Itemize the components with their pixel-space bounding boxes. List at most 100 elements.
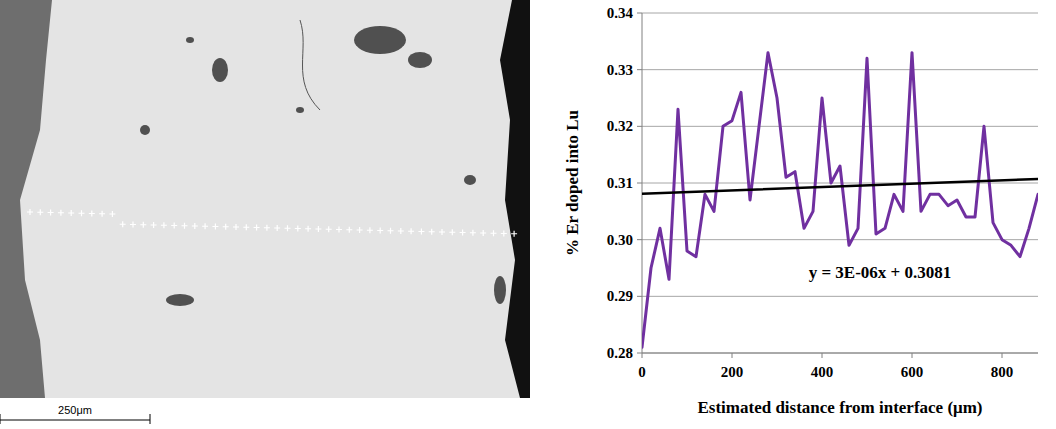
spectrum-point <box>480 230 486 236</box>
spectrum-point <box>120 221 126 227</box>
spectrum-point <box>140 222 146 228</box>
spectrum-point <box>109 211 115 217</box>
spectrum-point <box>501 231 507 237</box>
spectrum-point <box>58 210 64 216</box>
spectrum-point <box>429 229 435 235</box>
spectrum-point <box>223 224 229 230</box>
spectrum-point <box>79 210 85 216</box>
grid <box>637 13 1038 353</box>
spectrum-point <box>346 227 352 233</box>
y-tick <box>637 239 642 240</box>
spectrum-point <box>254 225 260 231</box>
grid-line <box>642 13 1038 14</box>
spectrum-point <box>388 228 394 234</box>
grid-line <box>642 353 1038 354</box>
micrograph-spot <box>212 58 228 82</box>
grid-line <box>642 126 1038 127</box>
trend-line <box>642 179 1038 194</box>
y-tick-label: 0.30 <box>607 232 633 248</box>
micrograph-edge-left <box>0 0 52 398</box>
data-line <box>642 53 1038 348</box>
spectrum-point <box>491 230 497 236</box>
spectrum-point <box>182 223 188 229</box>
y-tick-label: 0.28 <box>607 345 633 361</box>
spectrum-point <box>315 226 321 232</box>
spectrum-point <box>161 222 167 228</box>
spectrum-point <box>212 224 218 230</box>
x-tick <box>732 353 733 358</box>
equation-annotation: y = 3E-06x + 0.3081 <box>809 263 952 282</box>
micrograph-spot <box>494 276 506 304</box>
x-tick-label: 400 <box>811 364 834 380</box>
spectrum-point <box>377 228 383 234</box>
micrograph-spot <box>296 107 304 113</box>
y-tick-label: 0.29 <box>607 288 633 304</box>
spectrum-point <box>27 209 33 215</box>
y-tick <box>637 353 642 354</box>
spectrum-point <box>99 211 105 217</box>
spectrum-point <box>470 230 476 236</box>
spectrum-point <box>326 226 332 232</box>
x-tick-label: 600 <box>901 364 924 380</box>
spectrum-point <box>367 227 373 233</box>
y-tick <box>637 296 642 297</box>
spectrum-point <box>243 224 249 230</box>
spectrum-point <box>418 229 424 235</box>
micrograph-crack <box>300 20 320 110</box>
y-tick-label: 0.32 <box>607 118 633 134</box>
spectrum-point <box>89 211 95 217</box>
spectrum-point <box>408 228 414 234</box>
spectrum-point <box>336 227 342 233</box>
scale-bar-label: 250μm <box>58 404 92 416</box>
micrograph-spot <box>140 125 150 135</box>
y-tick <box>637 183 642 184</box>
spectrum-point <box>37 209 43 215</box>
plot-data <box>642 53 1038 348</box>
annotation-patch <box>806 262 955 283</box>
spectrum-point <box>130 222 136 228</box>
y-tick-label: 0.33 <box>607 62 633 78</box>
y-axis-title: % Er doped into Lu <box>563 110 582 256</box>
x-tick-label: 200 <box>721 364 744 380</box>
spectrum-point <box>460 230 466 236</box>
x-tick <box>822 353 823 358</box>
spectrum-point <box>264 225 270 231</box>
micrograph-spot <box>408 52 432 68</box>
micrograph-spot <box>186 37 194 43</box>
micrograph-ground <box>0 0 530 398</box>
spectrum-point <box>68 210 74 216</box>
grid-line <box>642 239 1038 240</box>
spectrum-point <box>511 231 517 237</box>
micrograph-edge-right <box>500 0 530 398</box>
x-axis-title: Estimated distance from interface (μm) <box>697 398 982 417</box>
grid-line <box>642 69 1038 70</box>
spectrum-point <box>48 210 54 216</box>
x-tick <box>1002 353 1003 358</box>
y-tick <box>637 69 642 70</box>
y-tick <box>637 126 642 127</box>
x-tick <box>642 353 643 358</box>
spectrum-point <box>449 229 455 235</box>
x-tick-label: 800 <box>991 364 1014 380</box>
spectrum-point <box>171 223 177 229</box>
micrograph-spot <box>166 294 194 306</box>
spectrum-point <box>192 223 198 229</box>
x-axis <box>642 353 1038 354</box>
y-tick <box>637 13 642 14</box>
y-tick-label: 0.31 <box>607 175 633 191</box>
micrograph-spot <box>464 175 476 185</box>
x-tick-label: 0 <box>638 364 646 380</box>
spectrum-point <box>398 228 404 234</box>
spectrum-point <box>439 229 445 235</box>
grid-line <box>642 296 1038 297</box>
micrograph-spot <box>354 26 406 54</box>
y-axis <box>642 13 643 353</box>
spectrum-point <box>202 223 208 229</box>
y-tick-label: 0.34 <box>607 5 634 21</box>
micrograph: 250μm <box>0 0 530 424</box>
x-tick <box>912 353 913 358</box>
spectrum-point <box>357 227 363 233</box>
spectrum-point <box>233 224 239 230</box>
spectrum-point <box>274 225 280 231</box>
spectrum-point <box>285 225 291 231</box>
